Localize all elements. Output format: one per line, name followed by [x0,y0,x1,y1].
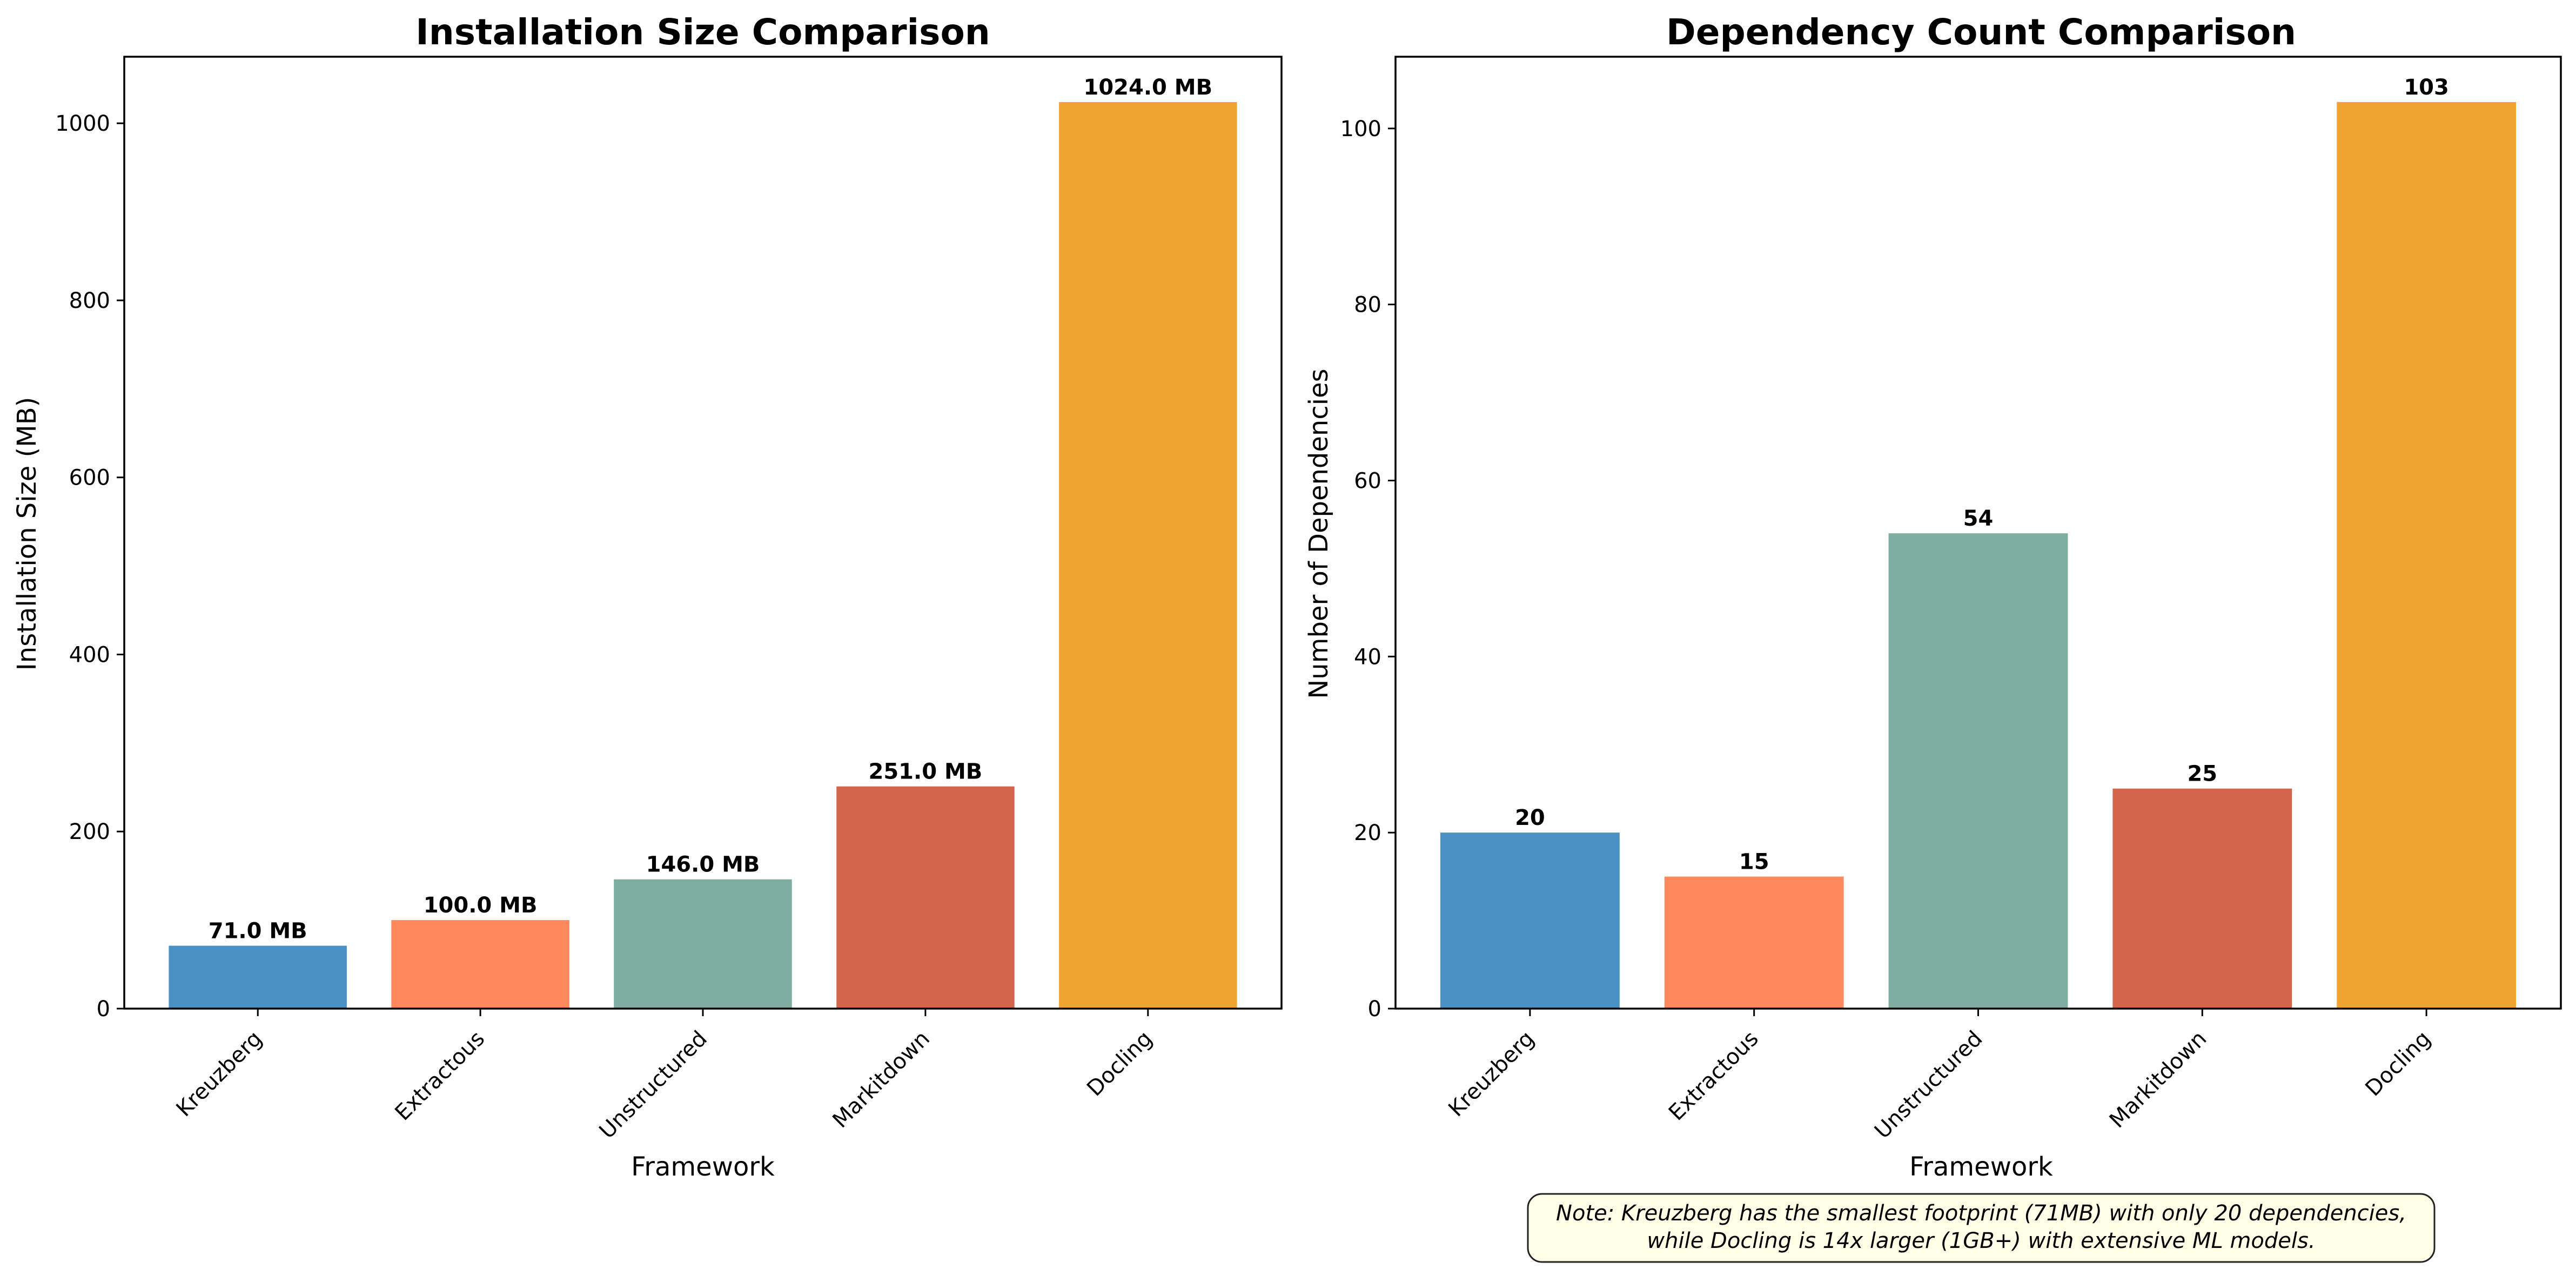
data-label: 103 [2404,75,2449,100]
data-label: 54 [1963,506,1994,531]
bar-docling [2337,102,2516,1009]
x-tick-label: Kreuzberg [172,1026,267,1122]
y-ticks: 0 200 400 600 800 1000 [55,111,124,1022]
x-tick-label: Unstructured [595,1026,712,1144]
x-tick-label: Unstructured [1870,1026,1987,1144]
data-label: 20 [1515,805,1545,830]
x-tick-label: Docling [1082,1026,1157,1102]
chart-title: Dependency Count Comparison [1666,11,2296,53]
y-tick-label: 800 [69,288,110,313]
y-tick-label: 100 [1340,117,1381,142]
data-label: 1024.0 MB [1084,75,1213,100]
data-label: 100.0 MB [424,893,538,918]
chart-title: Installation Size Comparison [415,11,990,53]
y-tick-label: 1000 [55,111,110,136]
x-axis-label: Framework [631,1152,775,1182]
data-label: 71.0 MB [209,919,307,944]
bar-extractous [391,920,569,1009]
x-tick-label: Markitdown [2105,1026,2212,1133]
data-labels: 20 15 54 25 103 [1515,75,2449,875]
y-tick-label: 600 [69,466,110,491]
x-tick-label: Extractous [390,1026,489,1126]
x-ticks: Kreuzberg Extractous Unstructured Markitdow… [172,1009,1157,1144]
y-axis-label: Installation Size (MB) [12,397,42,671]
dependency-count-chart: Dependency Count Comparison Number of De… [1304,11,2562,1182]
note-line-1: Note: Kreuzberg has the smallest footpri… [1556,1201,2406,1226]
bars [1440,102,2516,1009]
y-tick-label: 400 [69,643,110,668]
x-tick-label: Extractous [1664,1026,1763,1126]
data-label: 15 [1739,850,1769,875]
bar-unstructured [614,879,792,1009]
note-box [1527,1193,2436,1263]
note-line-2: while Docling is 14x larger (1GB+) with … [1647,1228,2315,1253]
x-tick-label: Docling [2360,1026,2436,1102]
bar-markitdown [2112,788,2292,1009]
plot-frame [1394,56,2562,1010]
bar-markitdown [836,786,1015,1009]
y-tick-label: 80 [1354,293,1381,318]
data-label: 251.0 MB [869,760,983,784]
y-tick-label: 0 [97,997,110,1022]
y-tick-label: 200 [69,820,110,844]
x-tick-label: Markitdown [828,1026,935,1133]
y-tick-label: 20 [1354,821,1381,845]
y-axis-label: Number of Dependencies [1304,368,1334,699]
data-label: 25 [2187,762,2217,787]
x-axis-label: Framework [1909,1152,2053,1182]
y-tick-label: 0 [1368,997,1381,1022]
x-ticks: Kreuzberg Extractous Unstructured Markitdow… [1444,1009,2436,1144]
y-tick-label: 40 [1354,644,1381,669]
data-label: 146.0 MB [646,852,760,877]
y-ticks: 0 20 40 60 80 100 [1340,117,1396,1022]
plot-frame [123,56,1283,1010]
bar-kreuzberg [169,945,347,1009]
installation-size-chart: Installation Size Comparison Installatio… [12,11,1283,1182]
bar-unstructured [1888,533,2068,1009]
y-tick-label: 60 [1354,469,1381,494]
footnote: Note: Kreuzberg has the smallest footpri… [1527,1193,2436,1263]
bar-extractous [1664,876,1844,1009]
bar-kreuzberg [1440,832,1620,1009]
bar-docling [1059,102,1237,1009]
data-labels: 71.0 MB 100.0 MB 146.0 MB 251.0 MB 1024.0 MB [209,75,1212,944]
x-tick-label: Kreuzberg [1444,1026,1539,1122]
bars [169,102,1237,1009]
